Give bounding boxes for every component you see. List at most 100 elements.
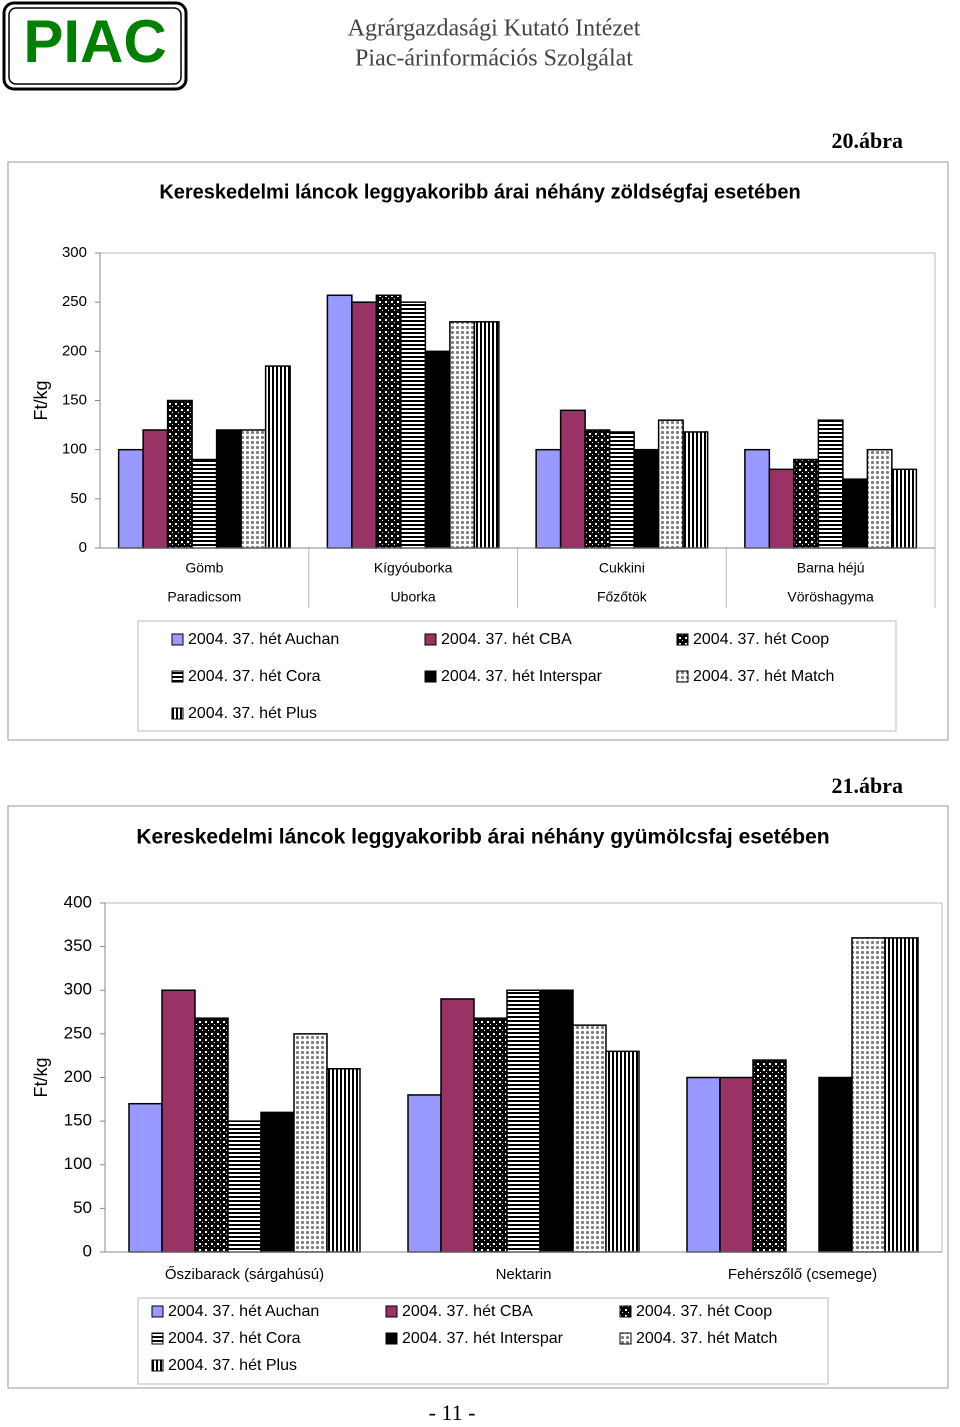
legend-swatch: [385, 1305, 398, 1318]
y-tick-label: 200: [62, 342, 87, 359]
bar: [719, 1076, 754, 1253]
figure-label: 20.ábra: [832, 128, 904, 153]
legend-label: 2004. 37. hét Cora: [168, 1330, 301, 1347]
chart-title: Kereskedelmi láncok leggyakoribb árai né…: [159, 181, 800, 203]
x-tick-label: Fehérszőlő (csemege): [728, 1266, 877, 1283]
bar: [166, 399, 193, 549]
legend-label: 2004. 37. hét Coop: [636, 1303, 772, 1320]
legend-swatch: [171, 707, 184, 720]
x-tick-label: Nektarin: [496, 1266, 552, 1283]
legend-label: 2004. 37. hét Interspar: [402, 1330, 564, 1347]
bar: [744, 448, 771, 549]
y-tick-label: 300: [62, 244, 87, 261]
legend-frame: [137, 620, 897, 732]
bar: [605, 1050, 640, 1253]
legend-label: 2004. 37. hét CBA: [402, 1303, 533, 1320]
bar: [539, 989, 574, 1253]
legend-label: 2004. 37. hét Auchan: [168, 1303, 319, 1320]
bar: [884, 937, 919, 1253]
bar: [682, 431, 709, 549]
legend-label: 2004. 37. hét Cora: [188, 668, 321, 685]
bar: [194, 1017, 229, 1253]
legend-swatch: [385, 1332, 398, 1345]
y-tick-label: 0: [79, 539, 87, 556]
x-tick-label: Gömb: [185, 560, 223, 576]
bar: [375, 294, 402, 549]
bar: [215, 429, 242, 549]
x-tick-label: Barna héjú: [797, 560, 865, 576]
y-tick-label: 100: [64, 1154, 92, 1173]
y-tick-label: 250: [64, 1023, 92, 1042]
legend-label: 2004. 37. hét Match: [636, 1330, 777, 1347]
bar: [633, 448, 660, 549]
x-tick-label: Főzőtök: [597, 589, 648, 605]
bar: [264, 365, 291, 549]
bar: [584, 429, 611, 549]
bar: [686, 1076, 721, 1253]
bar: [128, 1102, 163, 1253]
x-tick-label: Őszibarack (sárgahúsú): [165, 1266, 324, 1283]
legend-label: 2004. 37. hét Coop: [693, 631, 829, 648]
bar: [424, 350, 451, 549]
bar: [440, 998, 475, 1253]
page-number: - 11 -: [429, 1400, 476, 1425]
bar: [351, 301, 378, 549]
legend-label: 2004. 37. hét Match: [693, 668, 834, 685]
bar: [559, 409, 586, 549]
y-axis-label: Ft/kg: [31, 1057, 51, 1097]
y-tick-label: 400: [64, 892, 92, 911]
bar: [506, 989, 541, 1253]
bar: [191, 458, 218, 549]
bar: [752, 1059, 787, 1253]
x-tick-label: Vöröshagyma: [787, 589, 874, 605]
legend-swatch: [676, 670, 689, 683]
y-axis-label: Ft/kg: [31, 380, 51, 420]
bar: [793, 458, 820, 549]
bar: [142, 429, 169, 549]
bar: [866, 448, 893, 549]
plot-border: [100, 252, 936, 548]
legend-swatch: [151, 1332, 164, 1345]
logo-inner-frame: [8, 7, 182, 85]
legend-swatch: [171, 670, 184, 683]
x-tick-label: Cukkini: [599, 560, 645, 576]
bar: [817, 419, 844, 549]
legend-swatch: [424, 633, 437, 646]
x-tick-label: Kígyóuborka: [374, 560, 453, 576]
bar: [768, 468, 795, 549]
header-line: Piac-árinformációs Szolgálat: [355, 46, 633, 72]
y-tick-label: 350: [64, 936, 92, 955]
y-tick-label: 0: [83, 1241, 92, 1260]
legend-swatch: [619, 1305, 632, 1318]
legend-swatch: [424, 670, 437, 683]
bar: [227, 1120, 262, 1253]
chart-frame: [7, 805, 949, 1389]
bar: [117, 448, 144, 549]
plot-border: [105, 902, 943, 1252]
legend-frame: [137, 1297, 829, 1385]
y-tick-label: 150: [64, 1111, 92, 1130]
x-tick-label: Paradicsom: [167, 589, 241, 605]
logo: PIAC: [23, 8, 166, 75]
bar: [240, 429, 267, 549]
header-line: Agrárgazdasági Kutató Intézet: [348, 16, 641, 42]
bar: [449, 321, 476, 549]
bar: [400, 301, 427, 549]
bar: [473, 1017, 508, 1253]
y-tick-label: 250: [62, 293, 87, 310]
legend-swatch: [676, 633, 689, 646]
y-tick-label: 50: [73, 1198, 92, 1217]
bar: [407, 1094, 442, 1253]
bar: [608, 431, 635, 549]
bar: [473, 321, 500, 549]
chart-title: Kereskedelmi láncok leggyakoribb árai né…: [136, 826, 829, 849]
bar: [818, 1076, 853, 1253]
bar: [657, 419, 684, 549]
legend-swatch: [151, 1359, 164, 1372]
bar: [326, 1068, 361, 1253]
legend-label: 2004. 37. hét Plus: [168, 1357, 297, 1374]
bar: [842, 478, 869, 549]
bar: [293, 1033, 328, 1253]
